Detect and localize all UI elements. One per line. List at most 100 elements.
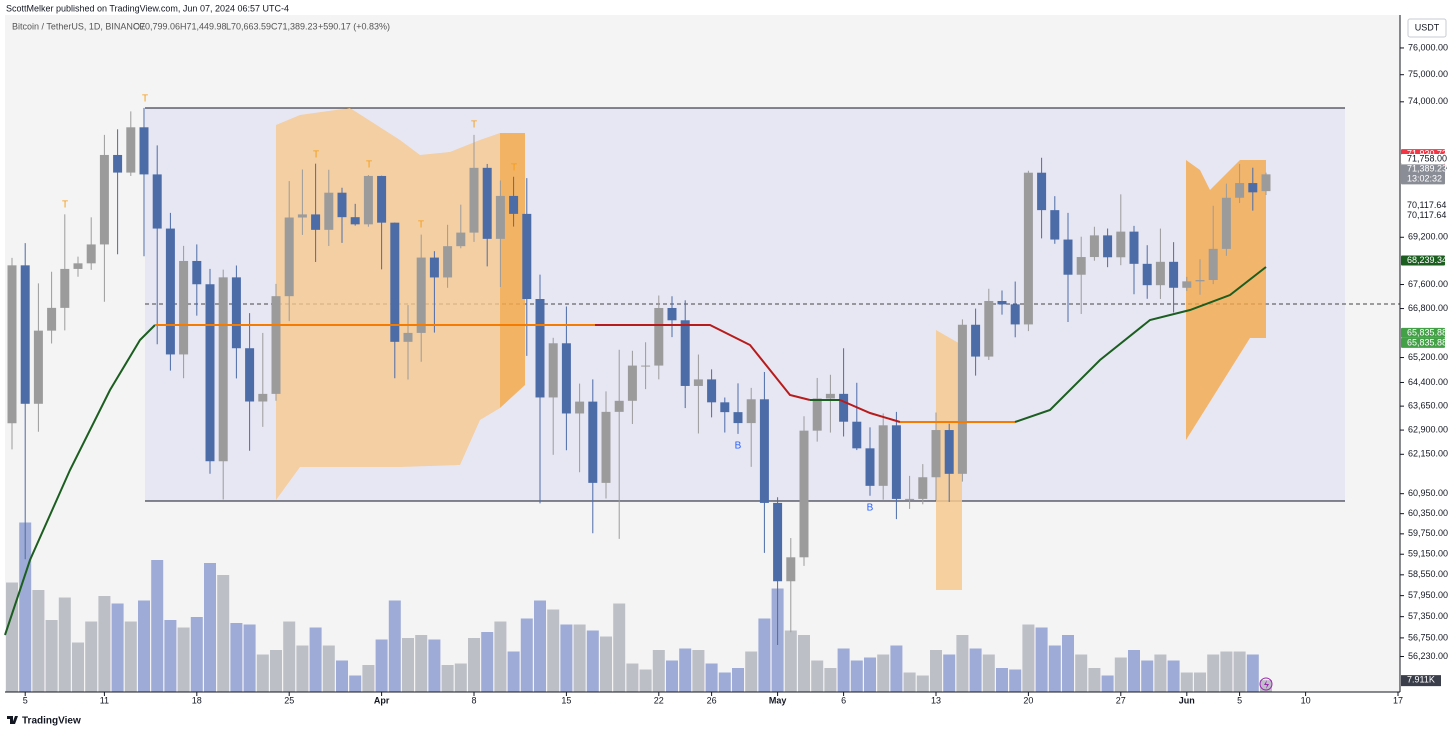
candle-body [575,401,585,414]
candle-body [905,498,915,500]
price-tag [1401,210,1445,221]
candle-body [971,324,981,357]
candle-body [1261,174,1271,192]
candle-body [918,477,928,499]
volume-bar [1062,635,1074,692]
volume-bar [507,651,520,692]
volume-bar [204,563,216,692]
volume-bar [296,645,309,692]
x-tick-label: Apr [374,695,390,705]
candle-body [113,154,123,173]
volume-bar [1194,672,1206,692]
candle-body [1182,281,1192,288]
volume-bar [1246,654,1259,692]
volume-bar [969,648,982,692]
price-axis [1400,0,1456,732]
volume-bar [718,672,731,692]
candle-body [73,263,83,269]
volume-bar [362,665,375,692]
volume-bar [837,648,850,692]
candle-body [720,402,730,413]
price-tag-timer: 13:02:32 [1407,174,1442,184]
candle-body [33,330,43,404]
y-tick-label: 59,150.00 [1408,549,1448,559]
publisher: ScottMelker published on TradingView.com… [6,3,289,13]
candle-body [1050,210,1060,240]
logo [7,716,18,724]
volume-bar [1167,660,1180,692]
volume-bar [1101,675,1114,692]
candle-body [218,277,228,462]
volume-bar [798,635,810,692]
volume-bar [811,660,824,692]
volume-bar [124,621,137,692]
volume-bar [6,582,18,692]
ohlc-open: O70,799.06 [133,21,180,31]
volume-bar [309,627,322,692]
candle-body [812,398,822,431]
price-tag [1401,327,1445,338]
candle-body [773,502,783,582]
x-tick-label: 5 [1237,695,1242,705]
price-tag-label: 71,758.00 [1407,153,1447,163]
candle-body [165,228,175,355]
candle-body [469,167,479,233]
volume-bar [850,660,863,692]
candle-body [231,277,241,349]
candle-body [614,400,624,412]
volume-tag-label: 7.911K [1407,675,1435,685]
price-tag-label: 71,930.73 [1407,148,1447,158]
candle-body [377,175,387,223]
volume-bar [626,663,639,692]
volume-bar [679,648,692,692]
candle-body [1129,231,1139,264]
candle-body [1142,263,1152,286]
volume-bar [1220,651,1233,692]
price-tag-label: 68,239.34 [1407,255,1447,265]
candle-body [416,257,426,333]
candle-body [1023,172,1033,325]
volume-bar [956,635,969,692]
candle-body [931,430,941,478]
x-tick-label: 17 [1393,695,1403,705]
x-tick-label: Jun [1179,695,1195,705]
volume-bar [758,618,771,692]
x-tick-label: 18 [192,695,202,705]
y-tick-label: 69,200.00 [1408,232,1448,242]
volume-bar [1180,672,1193,692]
price-tag [1401,200,1445,211]
volume-bar [494,621,507,692]
volume-bar [164,620,177,692]
price-tag [1401,255,1445,266]
y-tick-label: 65,200.00 [1408,352,1448,362]
signal-marker: T [62,200,68,211]
y-tick-label: 56,750.00 [1408,632,1448,642]
volume-bar [639,669,652,692]
candle-body [561,343,571,414]
candle-body [852,421,862,449]
candle-body [1063,239,1073,275]
volume-bar [1009,669,1022,692]
price-tag [1401,153,1445,164]
candle-body [1208,248,1218,281]
y-tick-label: 57,350.00 [1408,611,1448,621]
candle-body [693,379,703,386]
candle-body [126,127,136,173]
candle-body [7,265,17,424]
candle-body [1235,183,1245,198]
volume-bar [428,639,441,692]
volume-bar [784,630,797,692]
volume-bar [454,663,467,692]
candle-body [865,448,875,486]
x-tick-label: 27 [1116,695,1126,705]
candle-body [1155,261,1165,286]
volume-bar [732,668,744,692]
volume-bar [1022,624,1035,692]
x-tick-label: 22 [654,695,664,705]
volume-bar [1128,650,1140,692]
signal-marker: T [418,220,424,231]
volume-bar [375,639,388,692]
price-tag-label: 65,835.88 [1407,337,1447,347]
candle-body [324,192,334,230]
